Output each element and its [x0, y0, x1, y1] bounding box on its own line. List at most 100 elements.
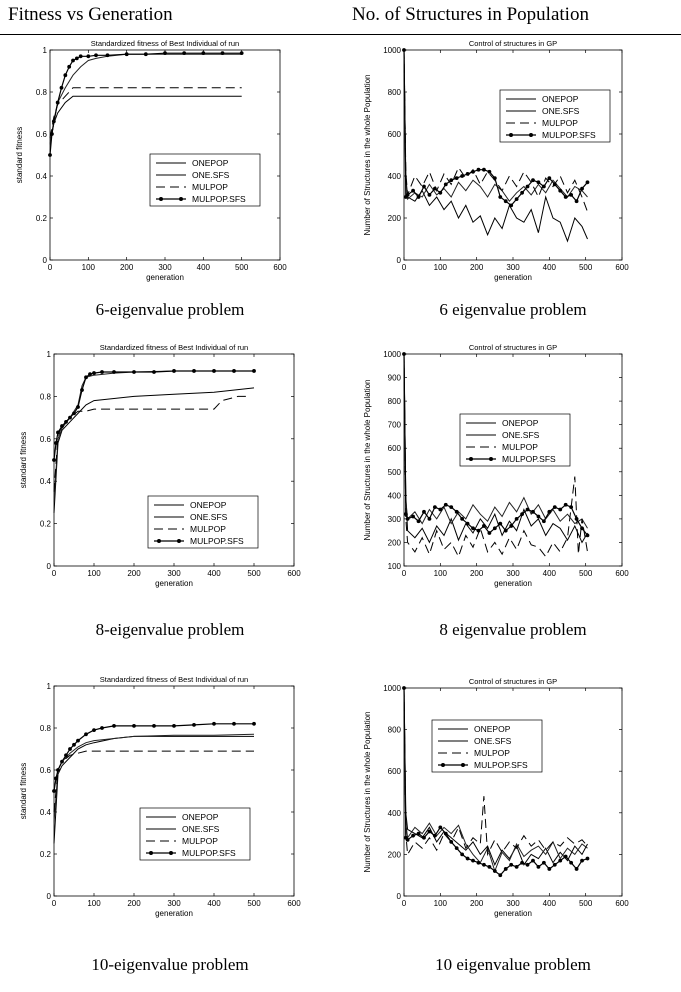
series-line-one-sfs	[403, 353, 588, 529]
series-point-mulpop-sfs	[531, 858, 535, 863]
x-tick-label: 100	[87, 899, 101, 908]
chart-panel-5: Standardized fitness of Best Individual …	[0, 664, 340, 934]
legend-marker	[179, 197, 183, 201]
legend-label: MULPOP	[182, 836, 218, 846]
x-tick-label: 600	[273, 263, 287, 272]
y-axis-label: Number of Structures in the whole Popula…	[363, 75, 372, 236]
y-tick-label: 0.6	[40, 435, 52, 444]
series-point-mulpop-sfs	[54, 441, 58, 445]
chart-panel-1: Standardized fitness of Best Individual …	[0, 36, 340, 296]
series-point-mulpop-sfs	[72, 411, 76, 416]
legend-marker	[469, 457, 473, 461]
y-tick-label: 1000	[383, 350, 401, 359]
series-point-mulpop-sfs	[514, 197, 519, 202]
chart-caption-1: 6-eigenvalue problem	[95, 300, 245, 319]
y-axis-label: Number of Structures in the whole Popula…	[363, 712, 372, 873]
series-line-onepop	[403, 687, 588, 867]
legend-marker	[441, 763, 445, 767]
x-tick-label: 400	[207, 899, 221, 908]
legend-label: ONEPOP	[182, 812, 219, 822]
series-point-mulpop-sfs	[48, 153, 52, 157]
series-point-mulpop-sfs	[443, 182, 448, 187]
y-tick-label: 600	[388, 130, 402, 139]
y-tick-label: 0.6	[36, 130, 48, 139]
series-point-mulpop-sfs	[541, 184, 546, 189]
series-point-mulpop-sfs	[63, 73, 68, 78]
legend-marker	[461, 763, 465, 767]
series-point-mulpop-sfs	[220, 51, 225, 56]
series-line-one-sfs	[49, 53, 242, 145]
y-tick-label: 1	[47, 682, 52, 691]
legend-label: MULPOP	[502, 442, 538, 452]
series-point-mulpop-sfs	[232, 721, 236, 726]
series-point-mulpop-sfs	[132, 724, 136, 728]
header-rule	[0, 34, 681, 35]
y-tick-label: 200	[388, 850, 402, 859]
chart-caption-4: 8 eigenvalue problem	[439, 620, 587, 639]
series-point-mulpop-sfs	[514, 516, 519, 521]
series-point-mulpop-sfs	[465, 172, 470, 176]
legend-label: MULPOP	[192, 182, 228, 192]
chart-panel-3: Standardized fitness of Best Individual …	[0, 336, 340, 606]
series-point-mulpop-sfs	[558, 188, 563, 193]
series-point-mulpop-sfs	[552, 862, 557, 867]
series-point-mulpop-sfs	[124, 52, 129, 57]
legend-marker	[169, 851, 173, 855]
x-axis-label: generation	[155, 579, 193, 588]
series-point-mulpop-sfs	[509, 862, 514, 867]
plot-frame	[403, 49, 623, 261]
legend-marker	[149, 851, 153, 855]
chart-svg-3: Standardized fitness of Best Individual …	[19, 343, 301, 588]
series-point-mulpop-sfs	[460, 852, 465, 857]
x-tick-label: 200	[127, 899, 141, 908]
chart-title: Control of structures in GP	[469, 39, 557, 48]
x-tick-label: 0	[48, 263, 53, 272]
series-point-mulpop-sfs	[212, 369, 216, 373]
series-point-mulpop-sfs	[563, 502, 568, 507]
y-tick-label: 500	[388, 468, 402, 477]
series-point-mulpop-sfs	[498, 873, 503, 878]
x-tick-label: 500	[235, 263, 249, 272]
y-tick-label: 100	[388, 562, 402, 571]
legend-label: ONEPOP	[474, 724, 511, 734]
series-point-mulpop-sfs	[569, 860, 574, 865]
series-point-mulpop-sfs	[94, 53, 98, 58]
series-point-mulpop-sfs	[416, 831, 421, 836]
x-tick-label: 200	[470, 263, 484, 272]
x-tick-label: 400	[543, 569, 557, 578]
series-point-mulpop-sfs	[585, 180, 590, 185]
series-point-mulpop-sfs	[422, 184, 426, 189]
series-point-mulpop-sfs	[427, 829, 432, 834]
legend-label: MULPOP.SFS	[182, 848, 236, 858]
series-point-mulpop-sfs	[105, 53, 110, 58]
series-point-mulpop-sfs	[252, 721, 256, 726]
series-point-mulpop-sfs	[68, 747, 72, 751]
series-point-mulpop-sfs	[405, 837, 410, 842]
series-point-mulpop-sfs	[84, 732, 88, 737]
y-axis-label: standard fitness	[19, 763, 28, 819]
y-axis-label: standard fitness	[15, 127, 24, 183]
y-tick-label: 0.2	[36, 214, 48, 223]
series-point-mulpop-sfs	[525, 184, 530, 189]
series-line-onepop	[49, 95, 242, 145]
series-line-mulpop-sfs	[403, 687, 588, 877]
series-point-mulpop-sfs	[172, 724, 176, 728]
legend-label: ONEPOP	[502, 418, 539, 428]
series-point-mulpop-sfs	[558, 858, 563, 863]
series-point-mulpop-sfs	[465, 856, 470, 861]
y-tick-label: 600	[388, 767, 402, 776]
chart-title: Control of structures in GP	[469, 677, 557, 686]
x-tick-label: 100	[82, 263, 96, 272]
x-axis-label: generation	[494, 909, 532, 918]
series-point-mulpop-sfs	[536, 864, 541, 869]
x-tick-label: 300	[506, 899, 520, 908]
legend-label: MULPOP.SFS	[190, 536, 244, 546]
legend-marker	[177, 539, 181, 543]
x-axis-label: generation	[146, 273, 184, 282]
series-point-mulpop-sfs	[449, 505, 454, 510]
y-tick-label: 600	[388, 444, 402, 453]
legend-label: MULPOP	[190, 524, 226, 534]
series-point-mulpop-sfs	[438, 825, 443, 830]
series-point-mulpop-sfs	[558, 507, 563, 512]
series-point-mulpop-sfs	[201, 51, 206, 56]
